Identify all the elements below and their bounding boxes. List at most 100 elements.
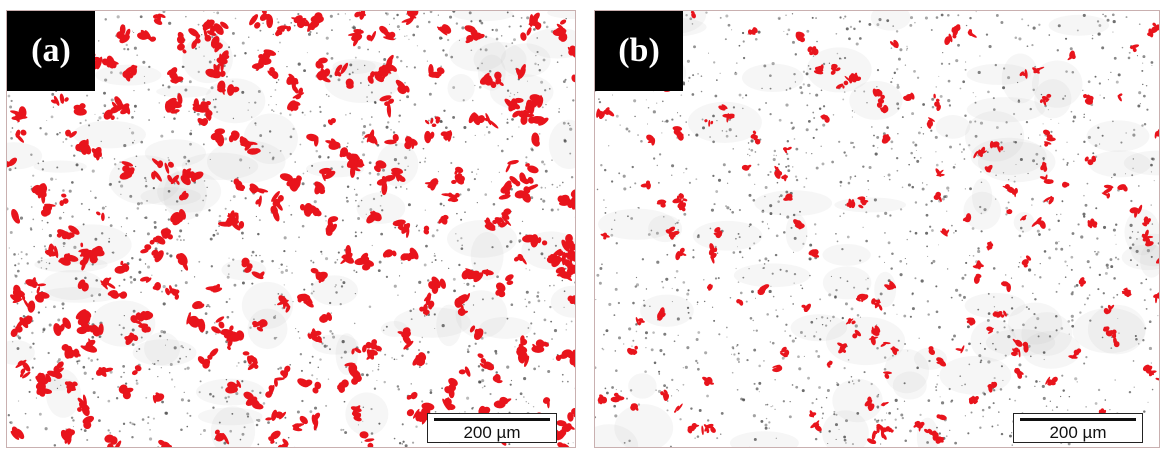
pore-dot (259, 29, 262, 32)
pore-dot (399, 99, 401, 102)
pore-dot (928, 359, 931, 363)
pore-dot (983, 347, 986, 351)
pore-dot (835, 288, 838, 292)
pore-dot (241, 41, 245, 45)
pore-dot (505, 45, 508, 48)
pore-dot (695, 338, 699, 341)
pore-dot (18, 336, 22, 340)
pore-dot (525, 401, 527, 403)
pore-dot (848, 37, 851, 41)
pore-dot (518, 241, 521, 243)
pore-dot (811, 153, 813, 155)
phase-particle (423, 292, 435, 310)
pore-dot (169, 254, 173, 258)
pore-dot (479, 48, 482, 51)
pore-dot (999, 388, 1003, 391)
pore-dot (460, 218, 463, 221)
pore-dot (279, 150, 282, 152)
pore-dot (647, 233, 651, 236)
phase-particle (297, 378, 313, 388)
pore-dot (167, 159, 171, 162)
pore-dot (508, 25, 511, 28)
pore-dot (839, 185, 842, 187)
haze-patch (913, 347, 947, 370)
pore-dot (613, 219, 616, 221)
pore-dot (975, 11, 977, 13)
pore-dot (816, 40, 818, 43)
pore-dot (779, 213, 782, 215)
pore-dot (1151, 388, 1154, 391)
phase-particle (640, 180, 651, 190)
pore-dot (615, 369, 618, 372)
pore-dot (896, 313, 898, 315)
pore-dot (312, 261, 315, 264)
pore-dot (903, 400, 906, 402)
pore-dot (309, 410, 313, 414)
pore-dot (697, 331, 701, 334)
pore-dot (185, 163, 187, 165)
pore-dot (714, 94, 718, 98)
pore-dot (251, 389, 254, 393)
pore-dot (406, 95, 410, 99)
pore-dot (178, 235, 181, 238)
pore-dot (1057, 219, 1060, 223)
pore-dot (14, 274, 18, 278)
pore-dot (965, 24, 968, 27)
pore-dot (650, 348, 654, 352)
pore-dot (115, 397, 119, 400)
pore-dot (979, 205, 982, 209)
haze-patch (204, 78, 266, 124)
pore-dot (440, 65, 442, 68)
pore-dot (1055, 290, 1058, 293)
pore-dot (161, 290, 164, 293)
phase-particle (984, 164, 993, 173)
pore-dot (959, 375, 962, 377)
phase-particle (1022, 341, 1029, 353)
pore-dot (329, 74, 333, 78)
pore-dot (272, 156, 275, 159)
pore-dot (661, 280, 664, 283)
pore-dot (213, 11, 215, 14)
pore-dot (327, 345, 329, 347)
phase-particle (251, 271, 265, 280)
pore-dot (805, 72, 809, 76)
pore-dot (561, 373, 564, 376)
phase-particle (600, 232, 610, 240)
pore-dot (812, 136, 815, 139)
phase-particle (987, 381, 998, 393)
pore-dot (383, 58, 387, 61)
haze-patch (34, 256, 108, 273)
pore-dot (533, 332, 536, 335)
phase-particle (442, 397, 456, 411)
pore-dot (202, 143, 205, 146)
phase-particle (12, 284, 26, 301)
pore-dot (1020, 256, 1022, 258)
pore-dot (55, 178, 57, 180)
haze-patch (964, 292, 1026, 319)
pore-dot (423, 12, 425, 15)
phase-particle (447, 381, 456, 392)
pore-dot (859, 316, 862, 318)
pore-dot (472, 99, 474, 102)
phase-particle (477, 353, 495, 371)
pore-dot (656, 260, 660, 264)
pore-dot (1014, 36, 1018, 39)
phase-particle (440, 130, 453, 142)
pore-dot (506, 317, 509, 320)
pore-dot (478, 19, 482, 23)
phase-particle (210, 128, 226, 147)
pore-dot (733, 353, 736, 356)
phase-particle (826, 360, 833, 368)
pore-dot (786, 215, 790, 219)
pore-dot (807, 376, 810, 380)
phase-particle (500, 180, 513, 194)
pore-dot (875, 419, 879, 423)
pore-dot (661, 132, 663, 134)
pore-dot (362, 131, 366, 135)
phase-particle (528, 12, 542, 30)
pore-dot (678, 219, 680, 221)
pore-dot (153, 220, 157, 224)
phase-particle (1103, 304, 1115, 315)
pore-dot (289, 135, 293, 139)
pore-dot (1096, 237, 1099, 240)
